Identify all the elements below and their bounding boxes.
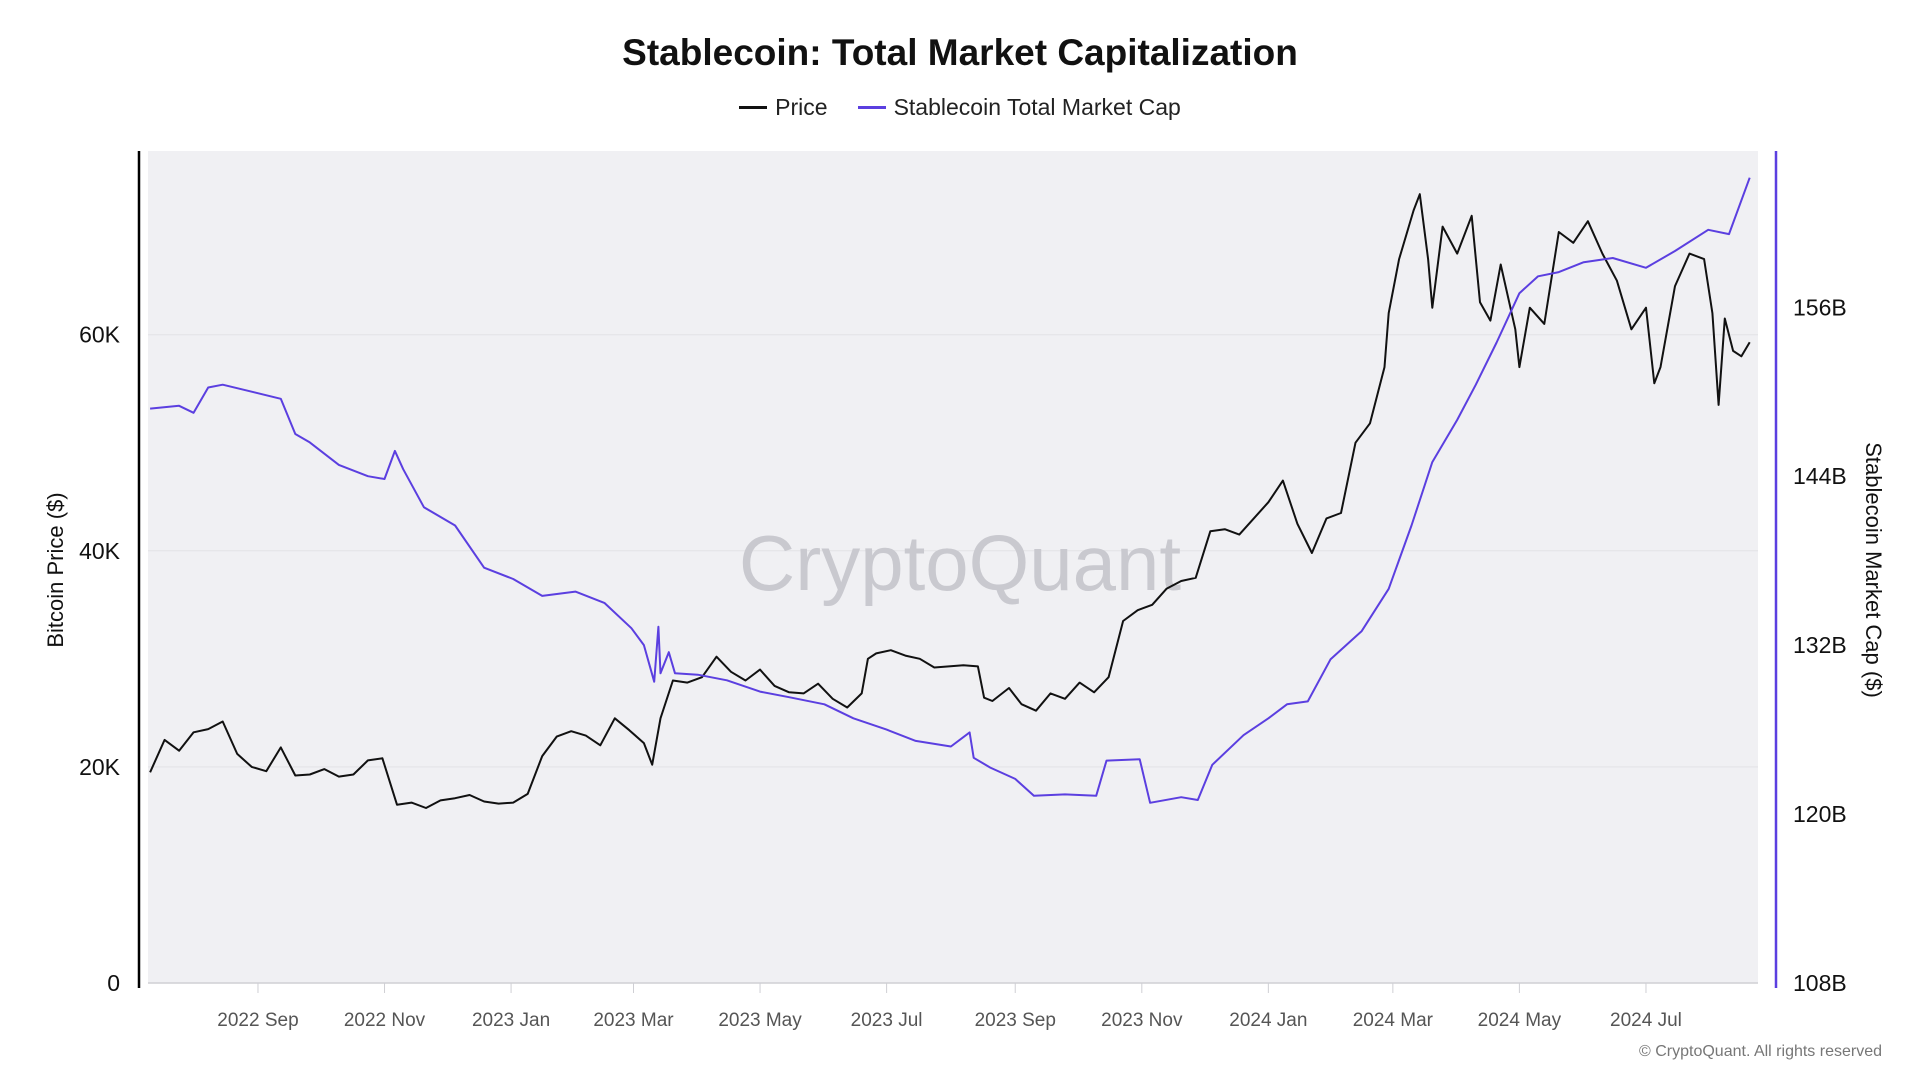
x-tick-label: 2023 May: [718, 1010, 802, 1031]
legend-label-price: Price: [775, 94, 828, 120]
x-tick-label: 2023 Jan: [472, 1010, 550, 1031]
chart-background-layer: [148, 151, 1758, 983]
y-right-tick-label: 108B: [1793, 970, 1847, 996]
y-right-tick-label: 120B: [1793, 801, 1847, 827]
chart-foreground-layer: 0 20K 40K 60K 108B 120B 132B 144B 156B 2022 Sep 20…: [79, 151, 1847, 1031]
y-right-tick-label: 132B: [1793, 632, 1847, 658]
y-left-tick-label: 40K: [79, 538, 121, 564]
legend: Price Stablecoin Total Market Cap: [0, 94, 1920, 121]
watermark: CryptoQuant: [739, 519, 1182, 607]
y-right-tick-label: 144B: [1793, 463, 1847, 489]
x-tick-label: 2024 Mar: [1353, 1010, 1434, 1031]
x-tick-label: 2024 Jan: [1229, 1010, 1307, 1031]
copyright: © CryptoQuant. All rights reserved: [1639, 1043, 1882, 1060]
y-left-tick-label: 0: [107, 970, 120, 996]
plot-area: [148, 151, 1758, 983]
y-left-tick-label: 60K: [79, 322, 121, 348]
series-line-price: [149, 193, 1751, 809]
series-line-stablecoin-market-cap: [150, 177, 1751, 804]
legend-item-stablecoin[interactable]: Stablecoin Total Market Cap: [857, 94, 1181, 121]
legend-label-stablecoin: Stablecoin Total Market Cap: [893, 94, 1181, 120]
legend-swatch-price: [739, 106, 768, 109]
x-tick-label: 2022 Nov: [344, 1010, 426, 1031]
y-left-tick-label: 20K: [79, 754, 121, 780]
y-axis-right-label: Stablecoin Market Cap ($): [1861, 442, 1886, 698]
chart-title: Stablecoin: Total Market Capitalization: [622, 32, 1298, 73]
y-right-tick-label: 156B: [1793, 294, 1847, 320]
x-tick-label: 2023 Nov: [1101, 1010, 1183, 1031]
x-tick-label: 2024 May: [1478, 1010, 1562, 1031]
x-tick-label: 2023 Sep: [975, 1010, 1056, 1031]
legend-item-price[interactable]: Price: [739, 94, 828, 121]
x-tick-label: 2023 Jul: [851, 1010, 923, 1031]
y-axis-left-label: Bitcoin Price ($): [43, 492, 68, 648]
x-tick-label: 2023 Mar: [593, 1010, 674, 1031]
x-tick-label: 2022 Sep: [217, 1010, 298, 1031]
x-tick-label: 2024 Jul: [1610, 1010, 1682, 1031]
legend-swatch-stablecoin: [857, 106, 886, 109]
